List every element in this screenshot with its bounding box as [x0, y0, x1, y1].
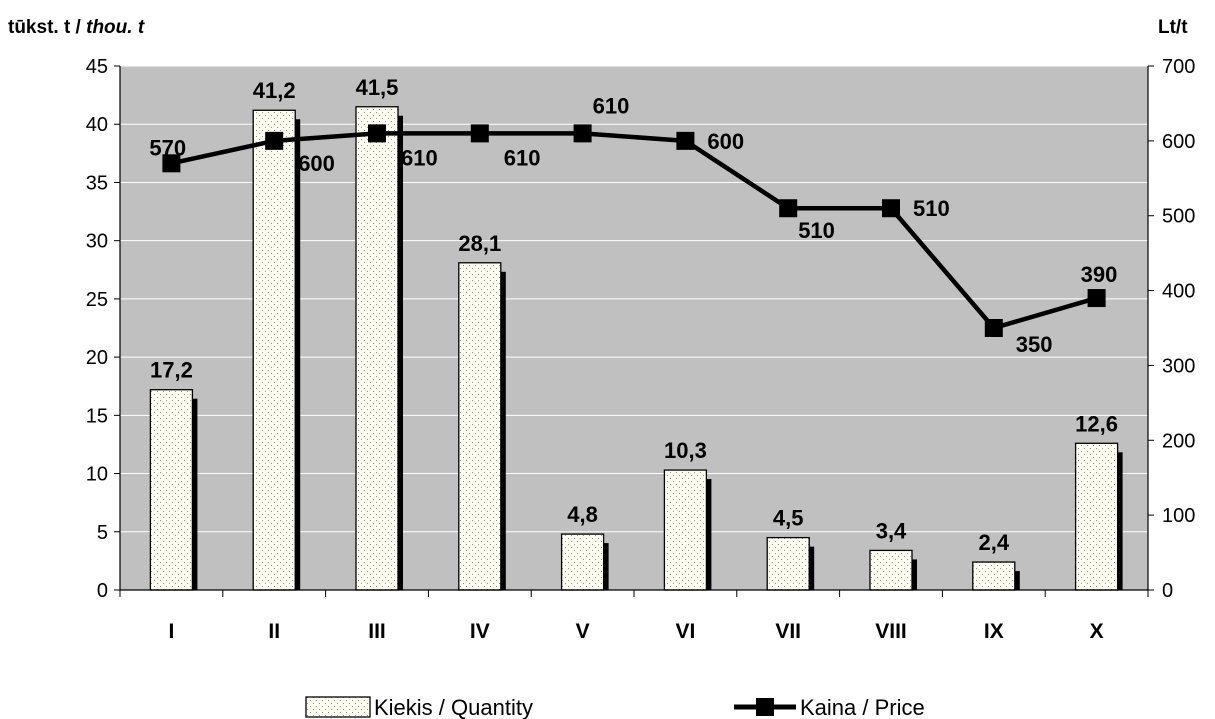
price-marker	[1087, 289, 1106, 308]
category-labels: I II III IV V VI VII VIII IX X	[168, 620, 1103, 643]
quantity-bar	[663, 469, 708, 591]
category-label: VI	[675, 620, 695, 643]
price-marker	[368, 124, 386, 143]
quantity-bar	[869, 549, 913, 591]
left-tick-label: 45	[86, 56, 108, 78]
legend-price-label: Kaina / Price	[800, 695, 925, 719]
quantity-bar	[766, 536, 810, 591]
price-data-label: 390	[1081, 262, 1118, 287]
price-marker	[676, 131, 695, 150]
quantity-data-label: 4,8	[567, 502, 598, 527]
right-tick-label: 100	[1162, 505, 1195, 527]
right-tick-label: 500	[1162, 206, 1195, 228]
right-tick-label: 400	[1162, 281, 1195, 303]
price-data-label: 610	[504, 145, 541, 170]
price-data-label: 350	[1016, 332, 1053, 357]
quantity-bar	[458, 262, 502, 591]
category-label: IV	[470, 620, 490, 643]
left-tick-label: 30	[86, 231, 108, 253]
quantity-bar	[149, 389, 194, 591]
quantity-data-label: 10,3	[664, 438, 707, 463]
category-label: X	[1090, 620, 1104, 643]
category-label: V	[576, 620, 590, 643]
line-series	[162, 124, 1106, 337]
left-tick-label: 15	[86, 405, 108, 427]
bar-data-labels: 17,2 41,2 41,5 28,1 4,8 10,3 4,5 3,4 2,4 12,6	[150, 75, 1118, 555]
price-data-label: 510	[913, 196, 950, 221]
quantity-data-label: 41,5	[356, 75, 399, 100]
quantity-bar	[972, 561, 1016, 591]
legend-quantity-swatch	[305, 696, 371, 718]
left-tick-label: 20	[86, 347, 108, 369]
bar-series	[149, 106, 1123, 591]
legend: Kiekis / Quantity Kaina / Price	[305, 695, 925, 719]
price-marker	[779, 199, 798, 218]
quantity-data-label: 3,4	[876, 518, 907, 543]
category-label: IX	[984, 620, 1004, 643]
left-axis-title: tūkst. t / thou. t	[8, 17, 145, 38]
price-marker	[162, 154, 181, 173]
line-data-labels: 570 600 610 610 610 600 510 510 350 390	[149, 93, 1117, 357]
quantity-data-label: 17,2	[150, 358, 193, 383]
price-marker	[470, 124, 489, 143]
quantity-data-label: 12,6	[1075, 411, 1118, 436]
price-marker	[573, 124, 592, 143]
quantity-bar	[560, 533, 605, 591]
category-label: VII	[775, 620, 801, 643]
left-tick-label: 10	[86, 464, 108, 486]
quantity-bar	[355, 106, 399, 591]
price-data-label: 610	[401, 145, 438, 170]
quantity-data-label: 41,2	[253, 78, 296, 103]
price-data-label: 610	[593, 93, 630, 118]
quantity-bar	[252, 109, 296, 591]
legend-quantity-label: Kiekis / Quantity	[374, 695, 533, 719]
category-label: II	[268, 620, 280, 643]
right-tick-label: 600	[1162, 131, 1195, 153]
right-axis-ticks: 0 100 200 300 400 500 600 700	[1148, 56, 1195, 602]
category-label: VIII	[875, 620, 907, 643]
left-tick-label: 0	[97, 580, 108, 602]
left-tick-label: 25	[86, 289, 108, 311]
left-tick-label: 35	[86, 172, 108, 194]
quantity-data-label: 2,4	[979, 530, 1010, 555]
left-tick-label: 5	[97, 522, 108, 544]
right-tick-label: 300	[1162, 355, 1195, 377]
right-axis-title: Lt/t	[1158, 17, 1188, 38]
price-marker	[265, 131, 284, 150]
right-tick-label: 700	[1162, 56, 1195, 78]
price-marker	[984, 319, 1003, 337]
left-axis-ticks: 0 5 10 15 20 25 30 35 40 45	[86, 56, 120, 602]
quantity-bar	[1074, 442, 1119, 591]
legend-price-marker	[756, 698, 774, 716]
price-data-label: 600	[298, 151, 335, 176]
price-data-label: 570	[149, 135, 186, 160]
price-marker	[882, 199, 900, 218]
price-data-label: 600	[707, 129, 744, 154]
quantity-data-label: 28,1	[458, 231, 501, 256]
quantity-data-label: 4,5	[773, 506, 804, 531]
category-label: I	[168, 620, 174, 643]
axes	[119, 66, 1149, 597]
right-tick-label: 200	[1162, 430, 1195, 452]
price-data-label: 510	[798, 218, 835, 243]
left-tick-label: 40	[86, 114, 108, 136]
category-label: III	[368, 620, 386, 643]
right-tick-label: 0	[1162, 580, 1173, 602]
price-line	[170, 131, 1098, 331]
